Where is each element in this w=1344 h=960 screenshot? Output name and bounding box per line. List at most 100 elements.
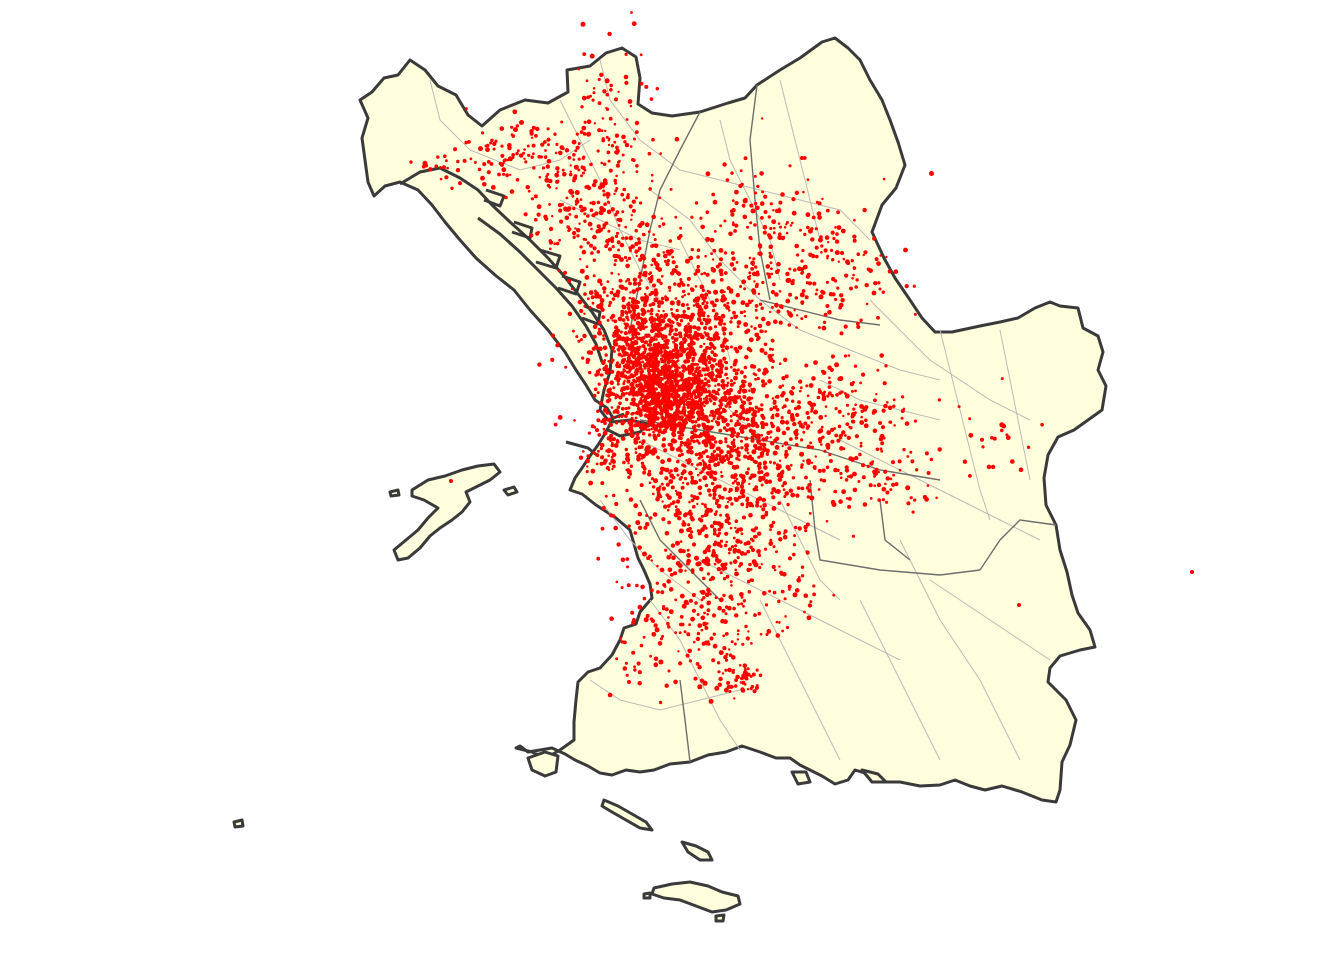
location-point <box>720 474 724 478</box>
location-point <box>929 171 934 176</box>
location-point <box>788 164 792 168</box>
location-point <box>753 280 756 283</box>
location-point <box>585 357 591 363</box>
location-point <box>581 125 587 131</box>
location-point <box>868 483 873 488</box>
location-point <box>715 362 718 366</box>
location-point <box>789 224 793 227</box>
location-point <box>761 117 764 120</box>
location-point <box>679 615 684 619</box>
location-point <box>733 479 737 483</box>
location-point <box>750 438 755 443</box>
location-point <box>689 450 694 455</box>
location-point <box>568 213 572 216</box>
location-point <box>675 351 679 355</box>
location-point <box>678 352 684 358</box>
location-point <box>597 327 602 331</box>
location-point <box>839 250 845 256</box>
location-point <box>837 409 842 414</box>
location-point <box>792 552 796 557</box>
location-point <box>787 311 793 317</box>
location-point <box>772 282 776 287</box>
location-point <box>584 238 588 242</box>
location-point <box>703 513 708 518</box>
location-point <box>600 455 604 460</box>
location-point <box>704 592 710 597</box>
location-point <box>880 425 886 430</box>
location-point <box>634 196 638 200</box>
location-point <box>859 381 862 385</box>
location-point <box>857 480 861 483</box>
location-point <box>634 130 639 135</box>
location-point <box>711 658 716 663</box>
location-point <box>653 415 658 420</box>
location-point <box>834 297 838 301</box>
location-point <box>774 208 780 213</box>
location-point <box>601 315 606 319</box>
location-point <box>656 400 662 406</box>
location-point <box>736 602 740 606</box>
location-point <box>888 420 891 424</box>
location-point <box>828 459 833 463</box>
location-point <box>645 613 650 618</box>
location-point <box>499 126 505 131</box>
location-point <box>643 525 648 530</box>
location-point <box>696 631 701 636</box>
location-point <box>681 549 686 554</box>
location-point <box>648 449 653 454</box>
location-point <box>630 360 636 365</box>
location-point <box>693 382 697 385</box>
location-point <box>651 619 655 623</box>
location-point <box>633 439 639 445</box>
location-point <box>845 403 850 407</box>
location-point <box>641 453 646 459</box>
location-point <box>642 551 647 557</box>
location-point <box>648 414 652 418</box>
location-point <box>694 480 699 485</box>
location-point <box>651 244 655 248</box>
location-point <box>957 405 961 409</box>
location-point <box>878 287 882 291</box>
location-point <box>754 265 758 269</box>
location-point <box>709 375 714 380</box>
location-point <box>743 375 747 379</box>
location-point <box>729 561 733 565</box>
location-point <box>765 632 769 637</box>
location-point <box>531 143 536 148</box>
location-point <box>588 290 594 295</box>
location-point <box>804 475 808 480</box>
location-point <box>883 469 888 474</box>
district-boundary-8 <box>779 79 821 241</box>
location-point <box>660 637 663 641</box>
location-point <box>641 431 646 436</box>
location-point <box>616 218 620 222</box>
location-point <box>660 296 665 301</box>
location-point <box>968 417 972 421</box>
location-point <box>757 323 763 329</box>
location-point <box>723 543 728 548</box>
location-point <box>653 290 659 296</box>
location-point <box>811 402 817 407</box>
location-point <box>571 329 575 333</box>
location-point <box>664 548 668 552</box>
location-point <box>846 475 850 478</box>
location-point <box>713 462 718 468</box>
location-point <box>704 556 709 561</box>
location-point <box>666 259 671 263</box>
location-point <box>547 143 550 147</box>
location-point <box>710 419 714 423</box>
location-point <box>731 256 736 261</box>
location-point <box>727 309 731 312</box>
location-point <box>788 437 793 441</box>
location-point <box>690 430 694 435</box>
location-point <box>715 335 721 341</box>
location-point <box>776 261 781 267</box>
location-point <box>708 493 712 497</box>
location-point <box>729 419 733 423</box>
location-point <box>624 142 630 148</box>
location-point <box>572 153 576 157</box>
location-point <box>679 436 683 441</box>
location-point <box>705 301 709 305</box>
location-point <box>775 412 780 418</box>
location-point <box>734 358 738 363</box>
